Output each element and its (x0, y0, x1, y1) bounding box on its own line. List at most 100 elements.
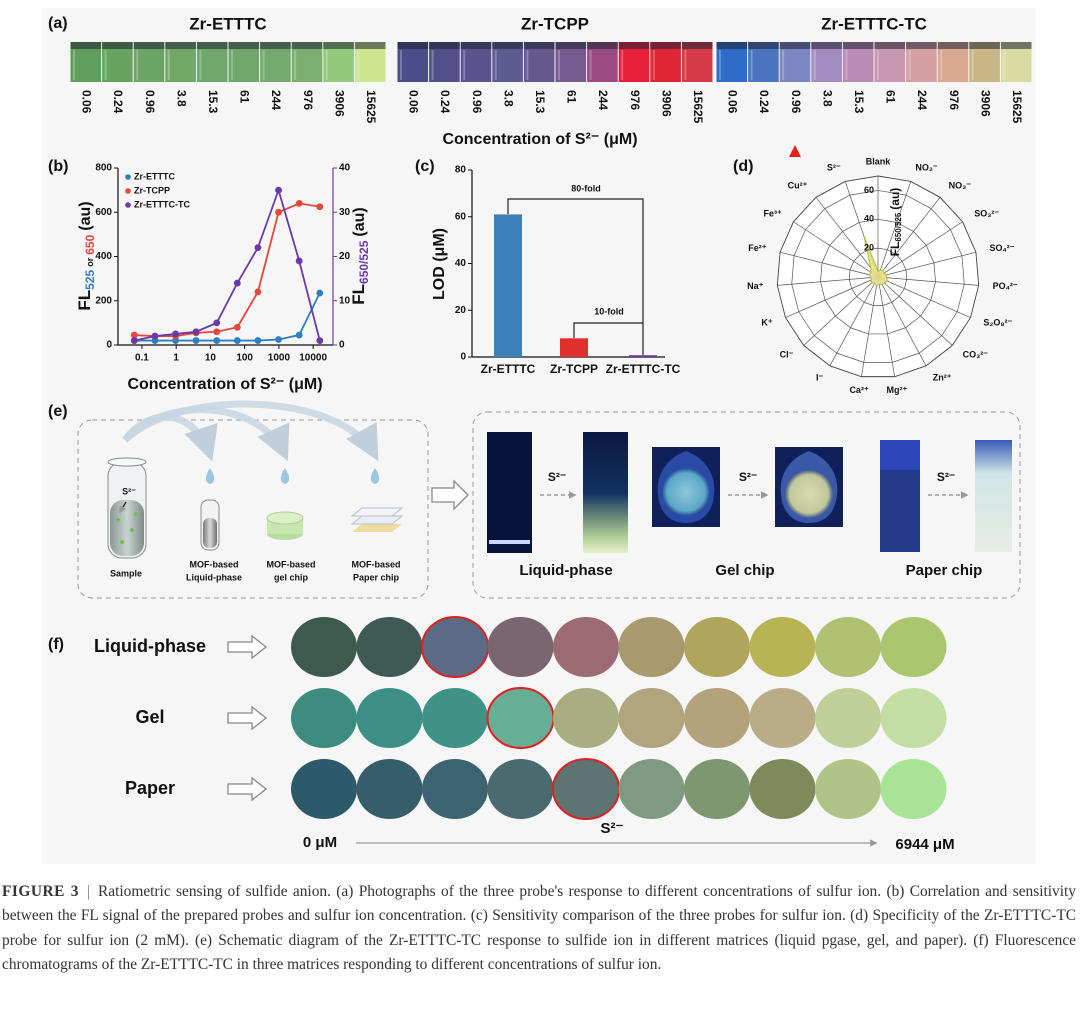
vial-cap (779, 42, 811, 49)
bar (560, 338, 588, 357)
category-label: Mg²⁺ (887, 385, 908, 395)
vial-cap (323, 42, 354, 49)
label-part: 650/525 (894, 212, 903, 241)
data-point (316, 337, 324, 344)
data-point (233, 323, 241, 331)
series-line (134, 292, 321, 342)
color-swatch (422, 688, 488, 748)
vial-cap (523, 42, 555, 49)
color-swatch (487, 617, 554, 677)
color-swatch (291, 759, 357, 819)
color-swatch (291, 617, 357, 677)
category-label: K⁺ (761, 318, 772, 328)
concentration-label: 3.8 (174, 90, 188, 107)
vial-cap (587, 42, 618, 49)
data-point (295, 200, 303, 207)
vial-cap (291, 42, 323, 49)
category-label: Fe³⁺ (763, 208, 782, 218)
reagent-label: S²⁻ (548, 470, 566, 484)
row-label: Paper (125, 778, 175, 798)
carrier-label: Paper chip (353, 572, 400, 582)
data-point (275, 336, 282, 343)
series-line (134, 187, 321, 342)
concentration-label: 61 (884, 90, 898, 104)
category-label: CO₃²⁻ (963, 349, 989, 359)
label-part: 650 (83, 234, 97, 254)
color-swatch (356, 759, 423, 819)
data-point (192, 337, 200, 344)
radar-spoke (877, 197, 941, 278)
group-title: Zr-ETTTC-TC (821, 14, 927, 33)
category-label: S₂O₈²⁻ (983, 318, 1012, 328)
concentration-label: 15625 (1010, 90, 1024, 124)
x-tick-label: 100 (236, 353, 253, 364)
x-tick-label: 1 (173, 353, 179, 364)
result-photos (487, 432, 1012, 553)
matrix-label: Gel chip (715, 562, 774, 579)
concentration-label: 0.24 (438, 90, 452, 114)
sample-tube (107, 400, 379, 559)
radar-spoke (815, 197, 879, 278)
vial-glare (463, 50, 466, 80)
label-part: FL (75, 290, 94, 311)
label-part: FL (888, 242, 902, 257)
panel-label: (e) (48, 403, 68, 420)
concentration-label: 15625 (364, 90, 378, 124)
panel-label: (a) (48, 15, 68, 32)
vial-glare (526, 50, 529, 80)
category-label: Zr-ETTTC-TC (606, 362, 681, 376)
row-label: Gel (135, 707, 164, 727)
concentration-label: 0.06 (726, 90, 740, 114)
color-swatch (291, 688, 357, 748)
annotation: 80-fold (571, 183, 601, 193)
color-swatch (880, 617, 947, 677)
data-point (316, 203, 324, 211)
data-point (213, 337, 221, 344)
vial-glare (877, 50, 879, 80)
concentration-label: 3906 (332, 90, 346, 117)
vial-cap (937, 42, 969, 49)
y-tick-label: 0 (460, 352, 466, 363)
legend-label: Zr-ETTTC (134, 171, 175, 181)
group-title: Zr-ETTTC (189, 14, 266, 33)
vial-cap (874, 42, 906, 49)
r-tick-label: 60 (864, 185, 874, 195)
concentration-label: 976 (947, 90, 961, 110)
data-point (151, 332, 159, 340)
vial-glare (494, 50, 497, 80)
radar-ring (820, 218, 936, 335)
data-point (130, 337, 138, 344)
reagent-label: S²⁻ (937, 470, 955, 484)
y-tick-label: 80 (455, 165, 467, 176)
color-swatch (684, 688, 750, 748)
y-tick-label: 20 (455, 305, 467, 316)
vial-glare (845, 50, 848, 80)
color-swatch (552, 758, 620, 820)
vial-cap (1000, 42, 1032, 49)
vial-glare (400, 50, 402, 80)
data-point (213, 319, 221, 327)
concentration-label: 976 (301, 90, 315, 110)
concentration-label: 15625 (691, 90, 705, 124)
vial-glare (73, 50, 75, 80)
color-swatch (880, 759, 947, 819)
vial-glare (262, 50, 265, 80)
matrix-label: Paper chip (906, 562, 983, 579)
vial-cap (555, 42, 587, 49)
vial-glare (325, 50, 328, 80)
carrier-icons (200, 468, 404, 551)
group-title: Zr-TCPP (521, 14, 589, 33)
data-point (233, 279, 241, 287)
color-swatch (421, 616, 489, 678)
concentration-label: 15.3 (206, 90, 220, 114)
vial-glare (1003, 50, 1006, 80)
radar-ring (848, 247, 908, 306)
color-swatch (356, 617, 423, 677)
data-point (295, 257, 303, 265)
x-tick-label: 1000 (268, 353, 291, 364)
vial-glare (104, 50, 107, 80)
category-label: Na⁺ (747, 281, 764, 291)
category-label: NO₂⁻ (915, 163, 937, 173)
data-point (254, 288, 262, 296)
